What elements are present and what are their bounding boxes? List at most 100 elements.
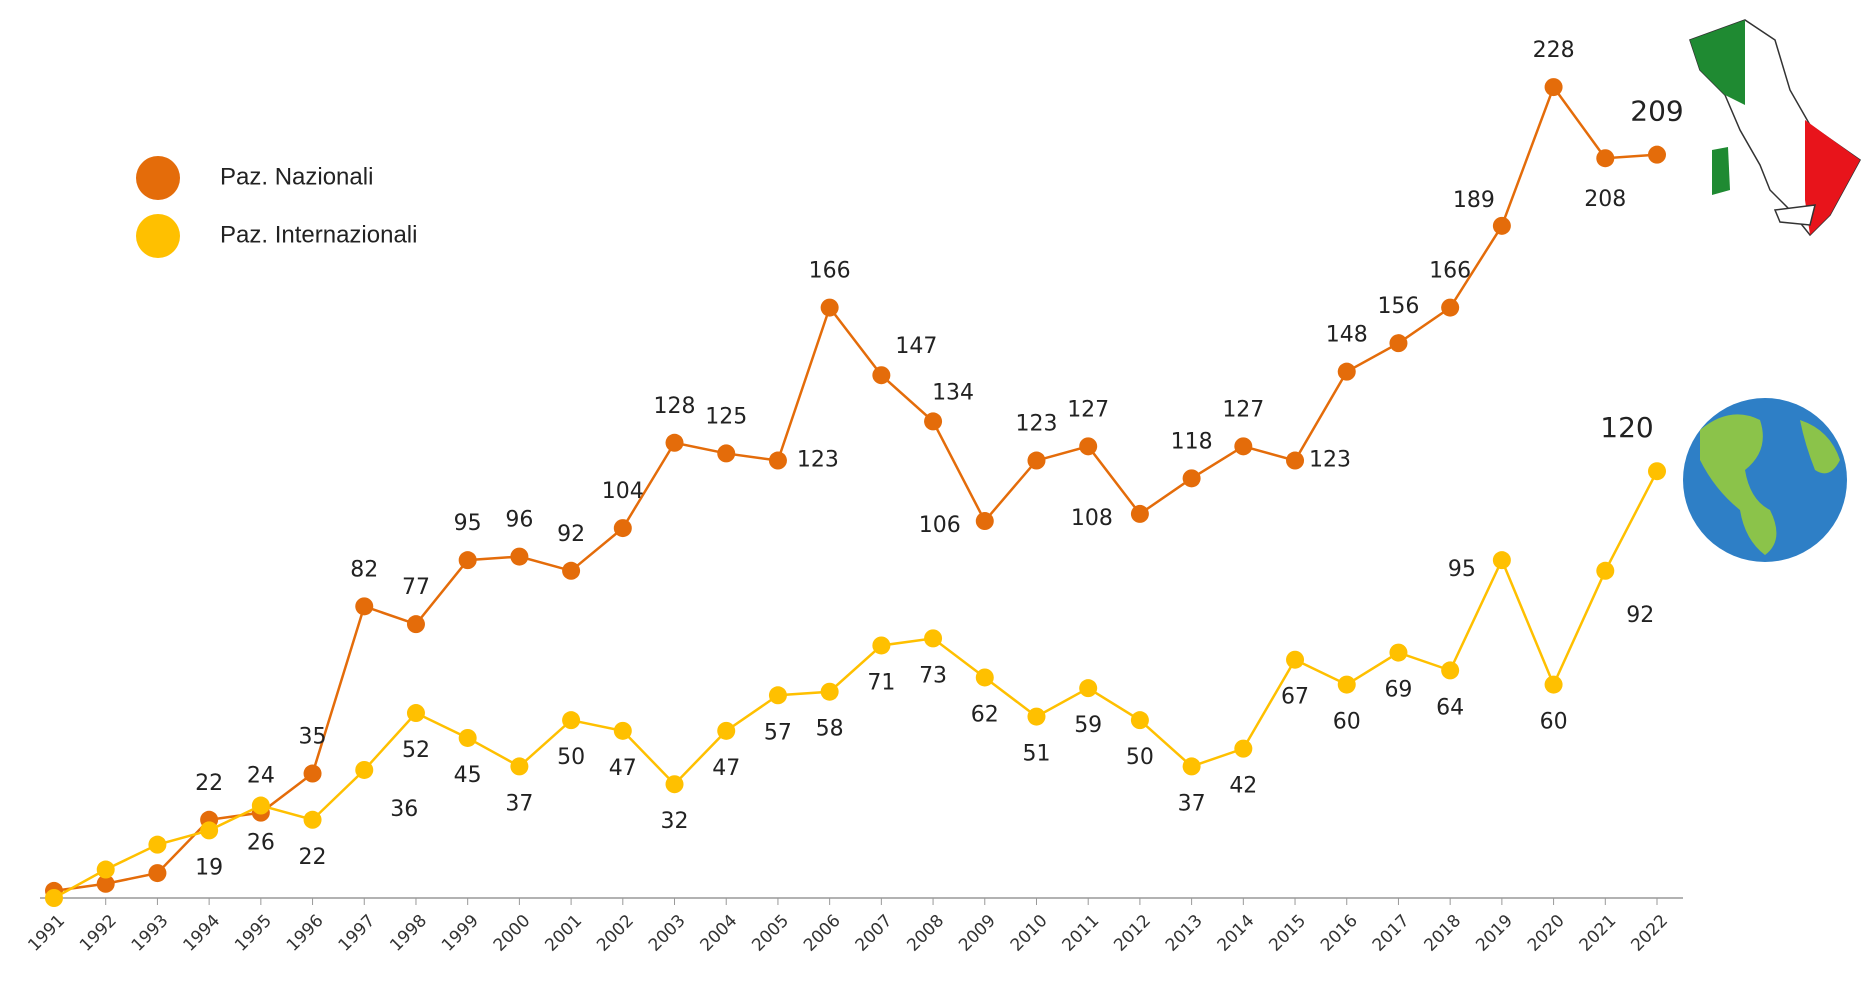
point bbox=[872, 636, 891, 655]
x-tick-label: 2004 bbox=[697, 911, 742, 956]
point bbox=[45, 889, 63, 907]
point bbox=[406, 704, 425, 723]
x-tick-label: 2001 bbox=[541, 911, 586, 956]
point bbox=[1492, 216, 1511, 235]
x-tick-label: 1995 bbox=[231, 911, 276, 956]
point bbox=[1544, 675, 1563, 694]
point bbox=[458, 551, 477, 570]
data-label: 62 bbox=[971, 702, 999, 727]
data-label: 32 bbox=[661, 809, 689, 834]
point bbox=[1234, 739, 1253, 758]
point bbox=[872, 366, 891, 385]
point bbox=[1596, 561, 1615, 580]
data-label: 148 bbox=[1326, 323, 1368, 348]
point bbox=[665, 433, 684, 452]
point bbox=[975, 512, 994, 531]
data-label: 128 bbox=[654, 394, 696, 419]
point bbox=[251, 796, 270, 815]
point bbox=[717, 444, 736, 463]
x-tick-label: 2021 bbox=[1576, 911, 1621, 956]
data-label: 50 bbox=[1126, 745, 1154, 770]
point bbox=[768, 686, 787, 705]
data-label: 22 bbox=[299, 845, 327, 870]
data-label: 104 bbox=[602, 479, 644, 504]
data-label: 106 bbox=[919, 513, 961, 538]
globe-icon bbox=[1683, 398, 1847, 562]
point bbox=[768, 451, 787, 470]
x-tick-label: 1993 bbox=[128, 911, 173, 956]
point bbox=[1441, 661, 1460, 680]
x-tick-label: 2017 bbox=[1369, 911, 1414, 956]
point bbox=[1441, 298, 1460, 317]
data-label: 19 bbox=[195, 855, 223, 880]
data-label: 208 bbox=[1584, 187, 1626, 212]
point bbox=[200, 821, 219, 840]
data-label: 58 bbox=[816, 717, 844, 742]
x-tick-label: 2019 bbox=[1472, 911, 1517, 956]
point bbox=[1027, 707, 1046, 726]
data-label: 47 bbox=[609, 756, 637, 781]
point bbox=[1079, 437, 1098, 456]
point bbox=[355, 760, 374, 779]
data-label: 73 bbox=[919, 663, 947, 688]
data-label: 156 bbox=[1377, 294, 1419, 319]
data-label: 92 bbox=[1626, 603, 1654, 628]
data-label: 123 bbox=[1015, 412, 1057, 437]
data-label: 209 bbox=[1630, 95, 1683, 128]
point bbox=[1182, 757, 1201, 776]
point bbox=[1130, 504, 1149, 523]
point bbox=[562, 561, 581, 580]
point bbox=[820, 298, 839, 317]
point bbox=[148, 864, 167, 883]
data-label: 47 bbox=[712, 756, 740, 781]
point bbox=[924, 412, 943, 431]
data-label: 69 bbox=[1384, 678, 1412, 703]
point bbox=[613, 519, 632, 538]
point bbox=[1492, 551, 1511, 570]
x-tick-label: 2012 bbox=[1110, 911, 1155, 956]
point bbox=[355, 597, 374, 616]
line bbox=[53, 470, 1659, 900]
data-label: 26 bbox=[247, 831, 275, 856]
x-tick-label: 2008 bbox=[903, 911, 948, 956]
data-label: 45 bbox=[454, 763, 482, 788]
data-label: 82 bbox=[350, 557, 378, 582]
data-label: 127 bbox=[1222, 397, 1264, 422]
point bbox=[1079, 679, 1098, 698]
legend-label: Paz. Nazionali bbox=[220, 163, 373, 190]
data-label: 60 bbox=[1333, 710, 1361, 735]
data-label: 51 bbox=[1022, 742, 1050, 767]
data-label: 60 bbox=[1540, 710, 1568, 735]
point bbox=[1234, 437, 1253, 456]
x-tick-label: 1992 bbox=[76, 911, 121, 956]
point bbox=[1286, 451, 1305, 470]
data-label: 96 bbox=[505, 508, 533, 533]
x-tick-label: 1998 bbox=[386, 911, 431, 956]
data-label: 52 bbox=[402, 738, 430, 763]
legend-swatch bbox=[136, 156, 180, 200]
data-label: 42 bbox=[1229, 774, 1257, 799]
x-tick-label: 1999 bbox=[438, 911, 483, 956]
point bbox=[613, 721, 632, 740]
point bbox=[1389, 334, 1408, 353]
data-label: 228 bbox=[1533, 38, 1575, 63]
x-tick-label: 2007 bbox=[852, 911, 897, 956]
data-label: 37 bbox=[1178, 791, 1206, 816]
data-label: 36 bbox=[390, 797, 418, 822]
legend-label: Paz. Internazionali bbox=[220, 221, 417, 248]
point bbox=[96, 874, 115, 893]
data-label: 77 bbox=[402, 575, 430, 600]
data-label: 166 bbox=[809, 259, 851, 284]
data-label: 95 bbox=[454, 511, 482, 536]
point bbox=[1389, 643, 1408, 662]
x-tick-label: 2009 bbox=[955, 911, 1000, 956]
point bbox=[562, 711, 581, 730]
italy-map bbox=[1689, 19, 1861, 237]
data-label: 50 bbox=[557, 745, 585, 770]
data-label: 67 bbox=[1281, 685, 1309, 710]
x-tick-label: 2003 bbox=[645, 911, 690, 956]
x-tick-label: 2002 bbox=[593, 911, 638, 956]
x-tick-label: 2010 bbox=[1007, 911, 1052, 956]
data-label: 108 bbox=[1071, 506, 1113, 531]
